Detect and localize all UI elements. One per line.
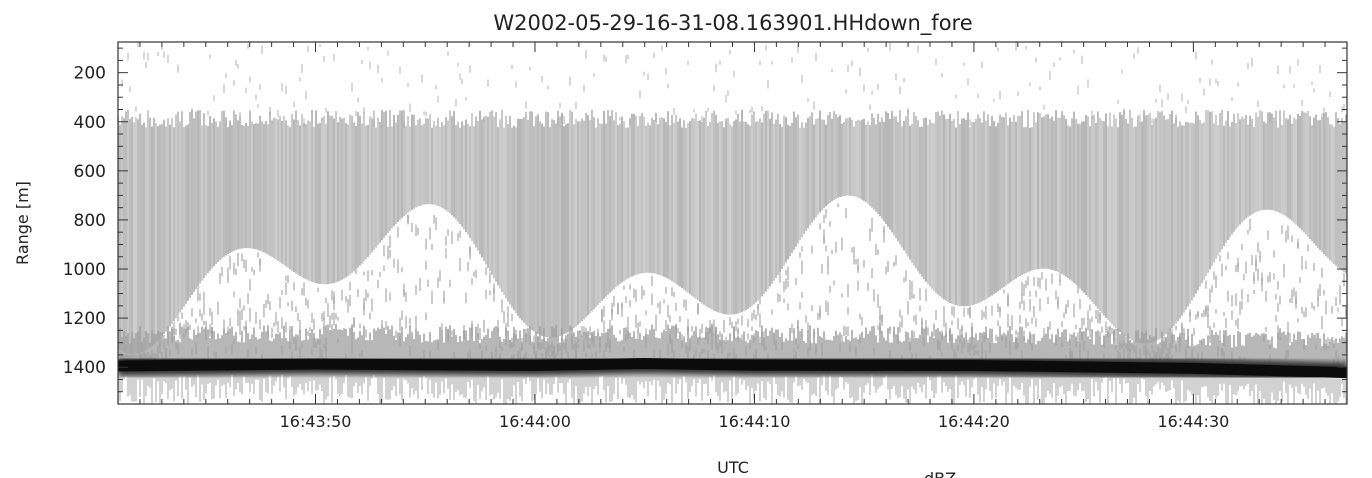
y-tick-label: 400 bbox=[74, 113, 106, 133]
x-tick-label: 16:44:20 bbox=[938, 412, 1010, 431]
colorbar-label: dBZ bbox=[924, 469, 956, 478]
x-tick-label: 16:44:00 bbox=[499, 412, 571, 431]
surface-return-band bbox=[118, 357, 1347, 379]
reflectivity-field bbox=[118, 42, 1347, 404]
x-tick-label: 16:44:10 bbox=[719, 412, 791, 431]
y-tick-label: 800 bbox=[74, 211, 106, 231]
y-tick-label: 1400 bbox=[63, 358, 106, 378]
x-tick-label: 16:44:30 bbox=[1157, 412, 1229, 431]
y-axis: 200 400 600 800 1000 1200 1400 bbox=[63, 47, 1347, 405]
chart-title: W2002-05-29-16-31-08.163901.HHdown_fore bbox=[493, 11, 972, 36]
y-tick-label: 1000 bbox=[63, 260, 106, 280]
x-tick-label: 16:43:50 bbox=[280, 412, 352, 431]
y-tick-label: 600 bbox=[74, 162, 106, 182]
y-tick-label: 200 bbox=[74, 64, 106, 84]
x-axis: 16:43:50 16:44:00 16:44:10 16:44:20 16:44:30 bbox=[117, 42, 1348, 431]
x-axis-label: UTC bbox=[717, 458, 749, 477]
y-tick-label: 1200 bbox=[63, 309, 106, 329]
y-axis-label: Range [m] bbox=[13, 181, 32, 265]
